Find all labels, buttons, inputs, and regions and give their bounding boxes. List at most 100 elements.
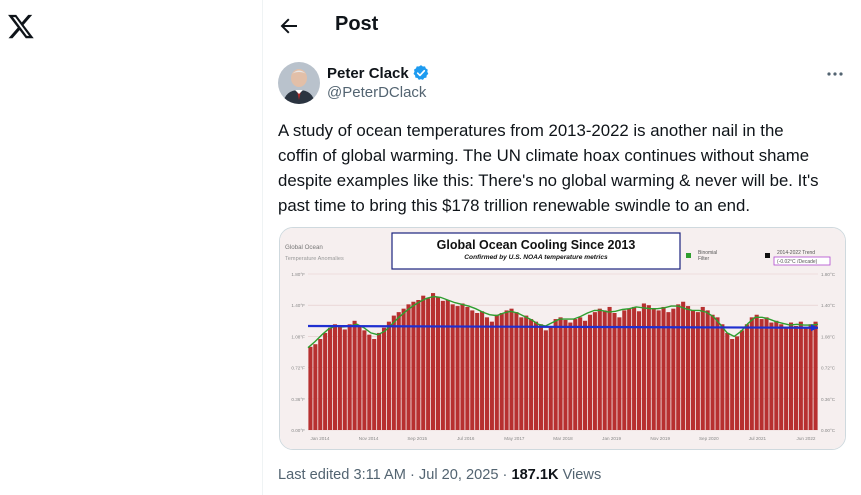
bar xyxy=(499,313,504,430)
bar xyxy=(627,308,632,430)
left-navigation xyxy=(0,0,262,495)
legend-trend-value: (-0.02°C /Decade) xyxy=(777,259,818,265)
chart-x-ticks: Jan 2014 Nov 2014 Sep 2015 Jul 2016 May 2017… xyxy=(311,436,816,441)
bar xyxy=(538,324,543,430)
tweet-line: despite examples like this: There's no g… xyxy=(278,171,819,190)
bar xyxy=(715,317,720,430)
bar xyxy=(720,324,725,430)
author-name-text[interactable]: Peter Clack xyxy=(327,64,409,82)
y-tick-label: 0.00°F xyxy=(291,428,305,433)
bar xyxy=(504,310,509,430)
bar xyxy=(553,319,558,430)
bar xyxy=(509,308,514,430)
author-handle[interactable]: @PeterDClack xyxy=(327,84,427,101)
author-name[interactable]: Peter Clack xyxy=(327,64,430,82)
bar xyxy=(685,306,691,430)
more-horizontal-icon[interactable] xyxy=(825,64,845,84)
bar xyxy=(739,330,745,430)
y-tick-label: 0.72°C xyxy=(821,366,836,371)
bar xyxy=(710,314,715,430)
bar xyxy=(612,313,617,430)
bar xyxy=(573,319,578,430)
views-count: 187.1K xyxy=(511,467,559,483)
bar xyxy=(367,334,372,430)
bar xyxy=(646,305,651,430)
x-tick-label: Sep 2020 xyxy=(699,436,719,441)
bar xyxy=(328,327,333,430)
tweet-line: past time to bring this $178 trillion re… xyxy=(278,196,751,215)
bar xyxy=(583,320,588,430)
bar xyxy=(484,317,490,430)
edited-time[interactable]: Last edited 3:11 AM xyxy=(278,467,406,483)
bar xyxy=(533,321,539,430)
arrow-left-icon[interactable] xyxy=(277,14,301,38)
post-date[interactable]: Jul 20, 2025 xyxy=(418,467,499,483)
bar xyxy=(411,301,416,430)
x-tick-label: Jun 2022 xyxy=(797,436,816,441)
bar xyxy=(480,311,485,430)
bar xyxy=(381,327,387,430)
x-tick-label: Nov 2019 xyxy=(650,436,670,441)
avatar[interactable] xyxy=(278,62,320,104)
binomial-filter-line xyxy=(307,295,819,349)
bar xyxy=(656,310,661,430)
bar xyxy=(788,322,794,430)
bar xyxy=(386,321,391,430)
bar xyxy=(744,324,749,430)
bar xyxy=(332,324,338,430)
x-tick-label: Jan 2019 xyxy=(602,436,621,441)
bar xyxy=(651,308,656,430)
bar xyxy=(592,312,597,430)
bar xyxy=(725,332,730,430)
bar xyxy=(514,312,519,430)
bar xyxy=(563,319,568,430)
x-tick-label: Jul 2021 xyxy=(749,436,767,441)
bar xyxy=(337,326,342,430)
y-tick-label: 1.08°C xyxy=(821,334,836,339)
bar xyxy=(475,313,480,430)
bar xyxy=(489,321,494,430)
bar xyxy=(401,308,406,430)
y-tick-label: 0.72°F xyxy=(291,366,305,371)
bar xyxy=(421,295,426,430)
bar xyxy=(764,317,769,430)
trend-arrowhead xyxy=(811,324,818,332)
tweet-line: A study of ocean temperatures from 2013-… xyxy=(278,121,784,140)
chart-bars xyxy=(308,293,818,430)
bar xyxy=(666,312,671,430)
bar xyxy=(690,310,696,430)
bar xyxy=(617,317,622,430)
bar xyxy=(813,321,818,430)
bar xyxy=(445,300,450,430)
tweet-text: A study of ocean temperatures from 2013-… xyxy=(278,118,848,218)
bar xyxy=(323,332,328,430)
bar xyxy=(587,314,593,430)
bar xyxy=(352,320,357,430)
bar xyxy=(705,310,710,430)
bar xyxy=(754,314,759,430)
y-tick-label: 1.40°C xyxy=(821,303,836,308)
trend-line xyxy=(307,324,819,329)
y-tick-label: 1.08°F xyxy=(291,334,305,339)
bar xyxy=(695,312,700,430)
bar xyxy=(406,304,411,430)
meta-separator: · xyxy=(409,467,415,483)
bar xyxy=(450,304,455,430)
bar xyxy=(440,300,445,430)
bar xyxy=(661,306,666,430)
x-logo-icon[interactable] xyxy=(7,12,35,40)
bar xyxy=(416,300,421,430)
chart-corner-label: Temperature Anomalies xyxy=(285,256,344,262)
bar xyxy=(676,304,681,430)
x-tick-label: Sep 2015 xyxy=(407,436,427,441)
bar xyxy=(636,311,642,430)
legend-swatch-trend xyxy=(765,253,770,258)
legend-trend-box xyxy=(773,256,831,266)
tweet-media-chart[interactable]: 1.80°F 1.80°C 1.40°F 1.40°C 1.08°F 1.08°C 0.72… xyxy=(279,227,846,450)
bar xyxy=(426,298,431,430)
legend-binomial: Binomial xyxy=(698,250,717,256)
post-column: Post Peter Clack @PeterDClack A study of… xyxy=(262,0,861,495)
post-meta: Last edited 3:11 AM · Jul 20, 2025 · 187… xyxy=(278,467,601,483)
bar xyxy=(784,327,789,430)
legend-trend: 2014-2022 Trend xyxy=(777,250,815,256)
